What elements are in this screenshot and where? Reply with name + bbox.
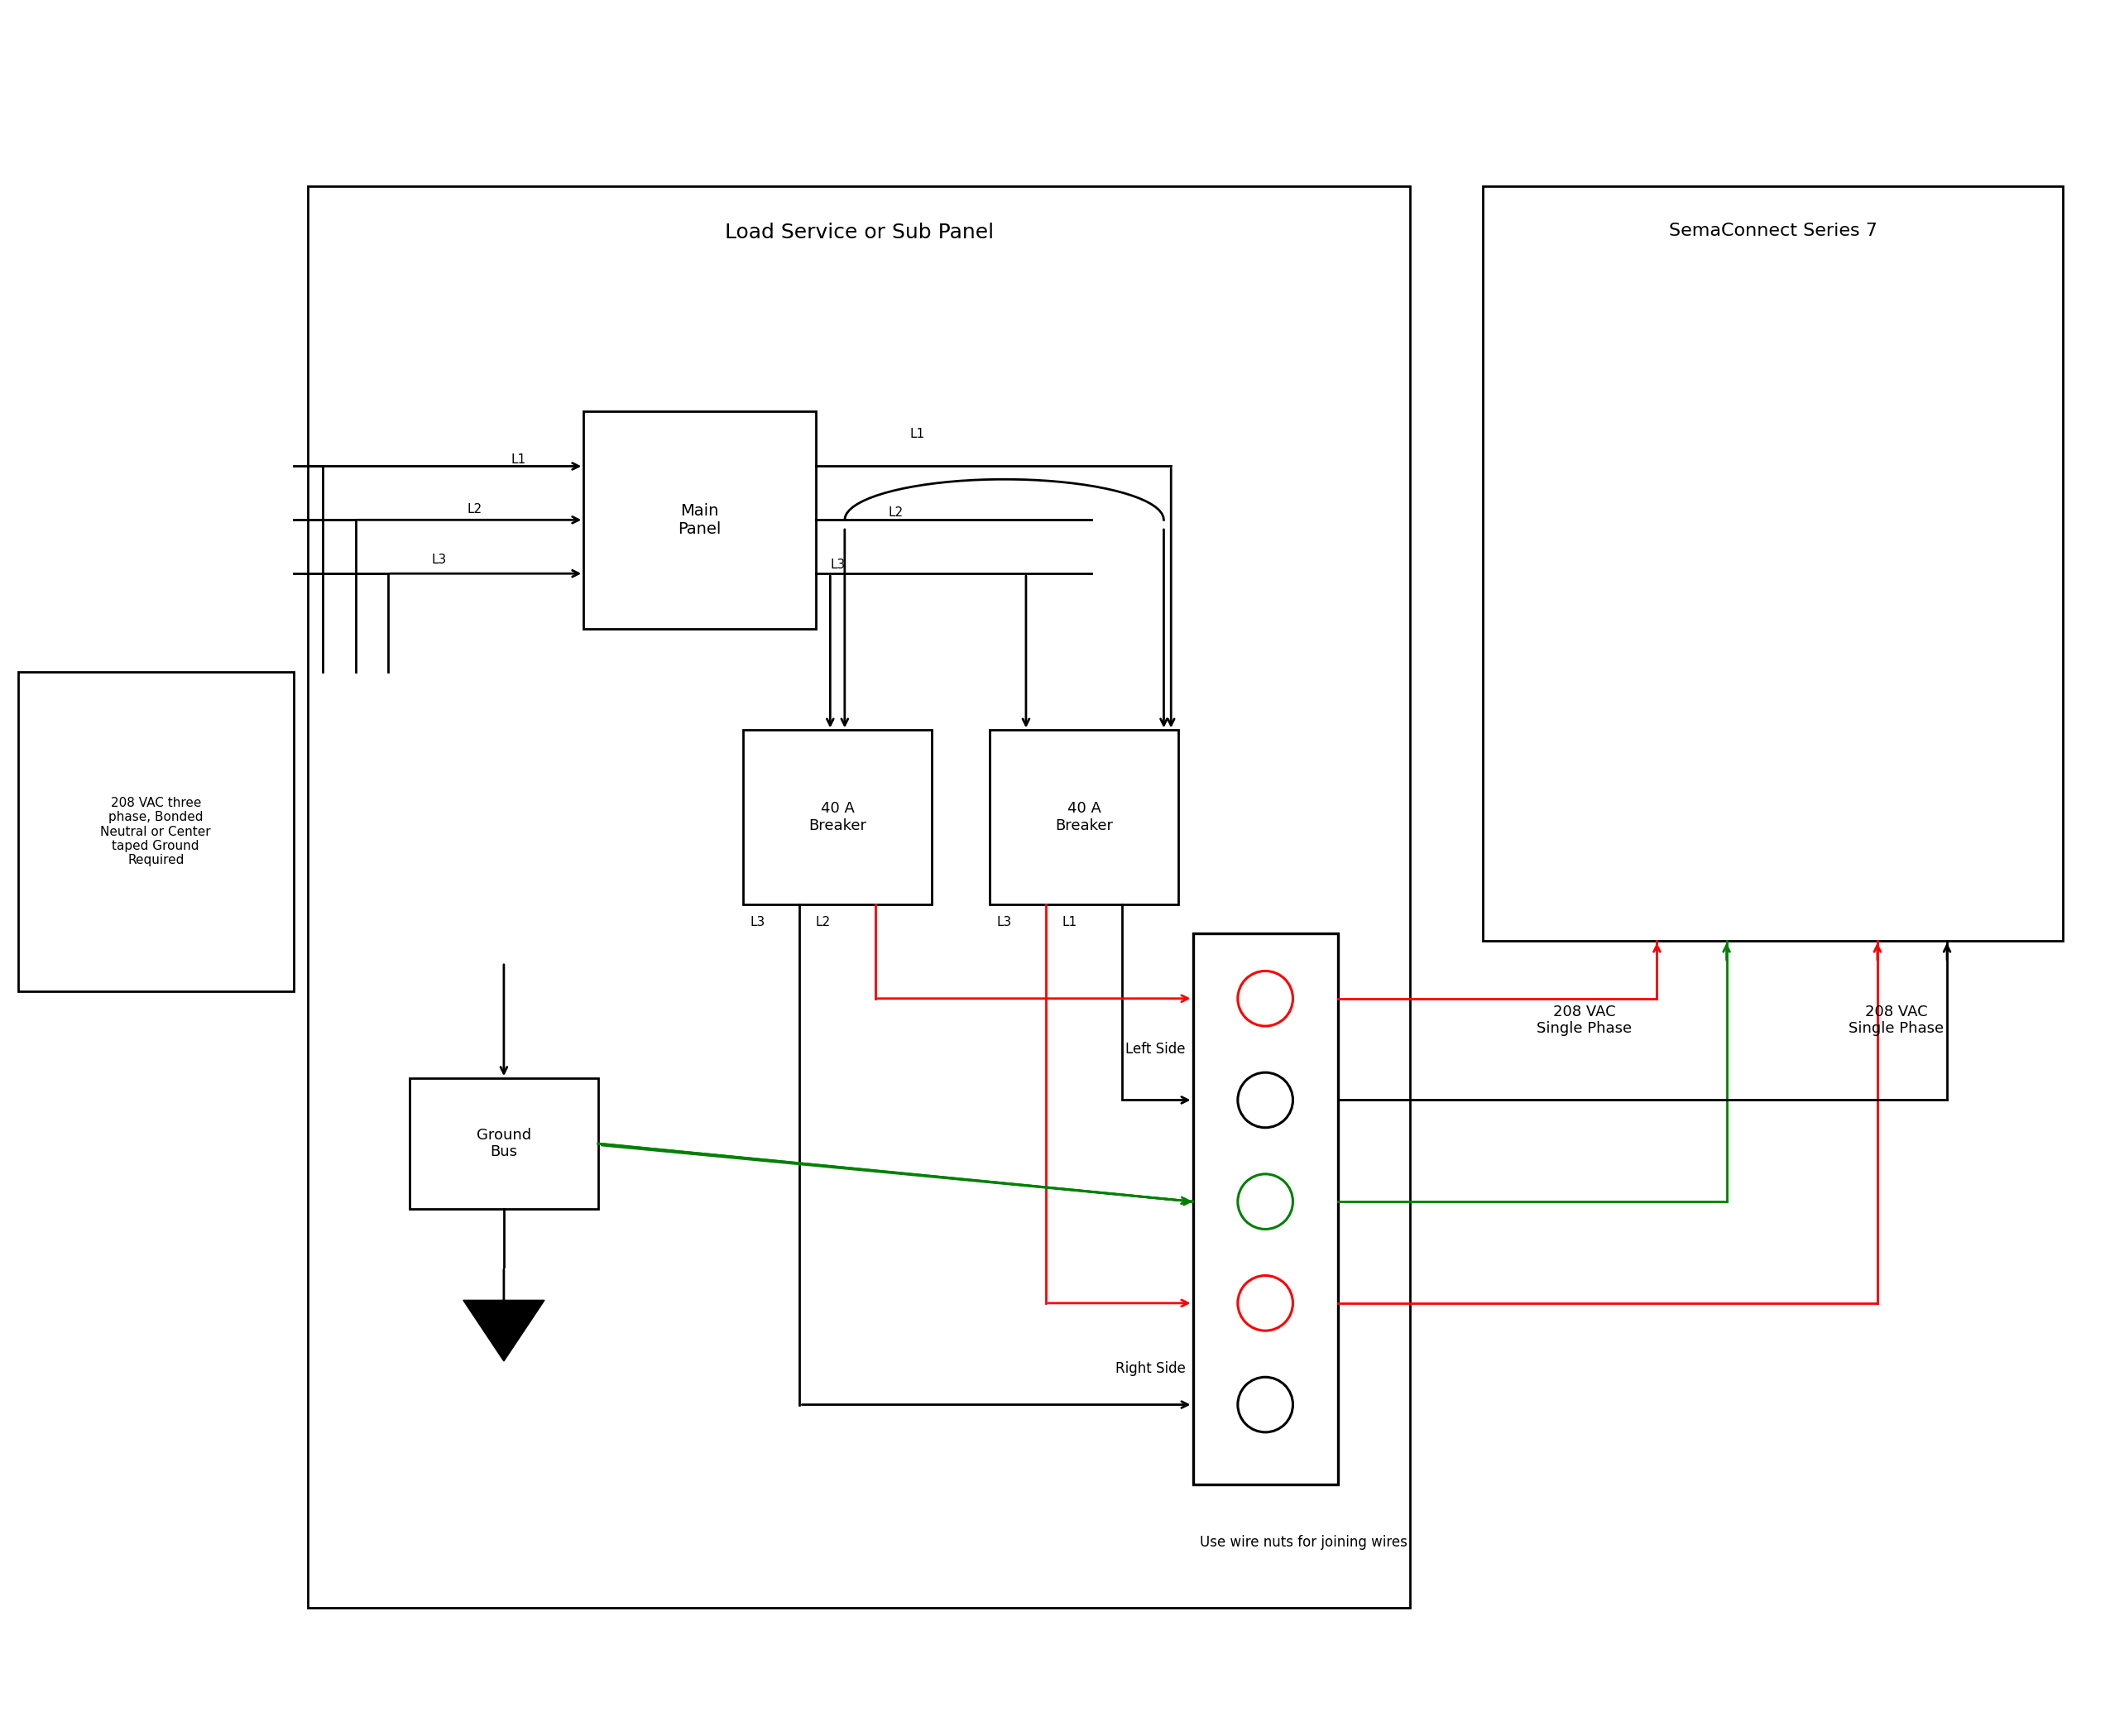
Polygon shape (464, 1300, 544, 1361)
Text: Load Service or Sub Panel: Load Service or Sub Panel (724, 222, 994, 243)
Text: 208 VAC
Single Phase: 208 VAC Single Phase (1536, 1003, 1631, 1036)
Text: 40 A
Breaker: 40 A Breaker (808, 802, 867, 833)
Text: L1: L1 (909, 427, 924, 441)
Text: Ground
Bus: Ground Bus (477, 1127, 532, 1160)
Text: L1: L1 (511, 453, 525, 467)
Text: L3: L3 (829, 559, 846, 571)
Text: 208 VAC
Single Phase: 208 VAC Single Phase (1848, 1003, 1943, 1036)
Bar (1483, 186, 2064, 941)
Text: Left Side: Left Side (1125, 1042, 1186, 1057)
Bar (584, 411, 817, 628)
Text: L2: L2 (466, 503, 483, 516)
Text: 208 VAC three
phase, Bonded
Neutral or Center
taped Ground
Required: 208 VAC three phase, Bonded Neutral or C… (101, 797, 211, 866)
Bar (1192, 934, 1338, 1484)
Bar (990, 731, 1177, 904)
Bar (308, 186, 1409, 1608)
Text: Use wire nuts for joining wires: Use wire nuts for joining wires (1201, 1535, 1407, 1550)
Text: L2: L2 (817, 917, 831, 929)
Text: L1: L1 (1061, 917, 1078, 929)
Bar (743, 731, 933, 904)
Text: Main
Panel: Main Panel (677, 503, 722, 536)
Bar (409, 1078, 597, 1208)
Text: 40 A
Breaker: 40 A Breaker (1055, 802, 1112, 833)
Text: L3: L3 (996, 917, 1011, 929)
Text: Right Side: Right Side (1116, 1361, 1186, 1377)
Text: SemaConnect Series 7: SemaConnect Series 7 (1669, 222, 1878, 240)
Text: L2: L2 (888, 505, 903, 519)
Bar (19, 672, 293, 991)
Text: L3: L3 (749, 917, 766, 929)
Text: L3: L3 (430, 554, 447, 566)
